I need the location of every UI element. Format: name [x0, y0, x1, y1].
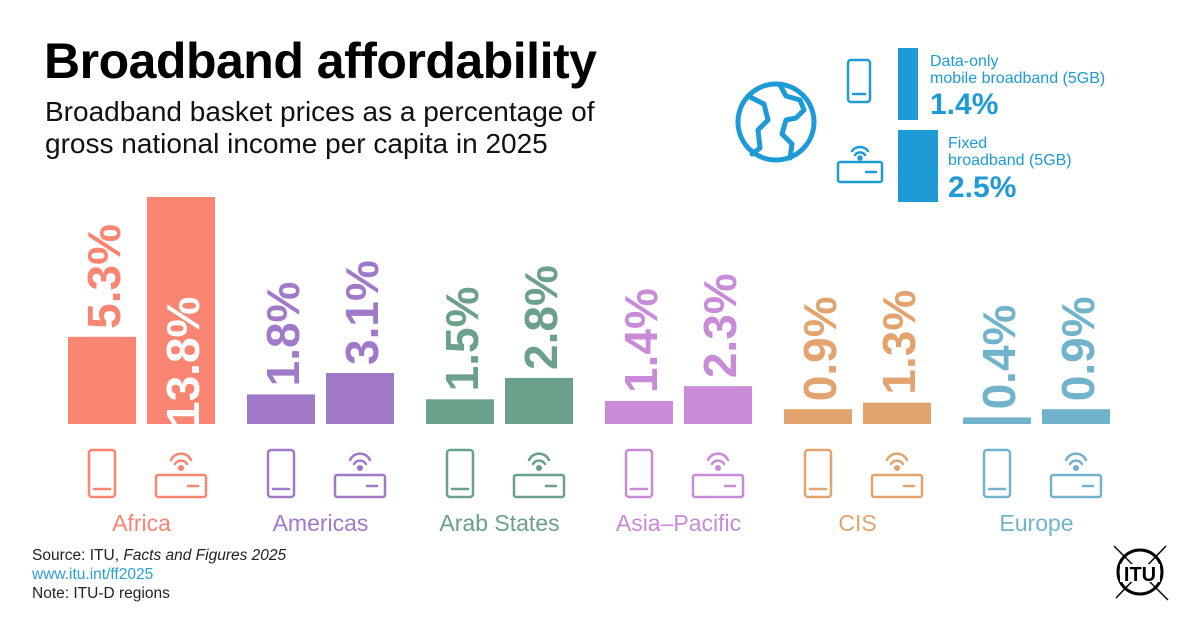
bar-cis-fixed	[863, 402, 931, 424]
value-label-cis-mobile: 0.9%	[794, 296, 846, 401]
router-icon	[1049, 452, 1103, 499]
phone-icon	[266, 448, 296, 499]
region-label-africa: Africa	[112, 510, 171, 536]
bar-americas-fixed	[326, 373, 394, 424]
source-note: Source: ITU, Facts and Figures 2025 www.…	[32, 546, 286, 603]
phone-icon	[803, 448, 833, 499]
value-label-africa-fixed: 13.8%	[157, 297, 209, 427]
region-label-cis: CIS	[838, 510, 877, 536]
value-label-cis-fixed: 1.3%	[873, 290, 925, 395]
router-icon	[512, 452, 566, 499]
router-icon	[154, 452, 208, 499]
router-icon	[333, 452, 387, 499]
phone-icon	[624, 448, 654, 499]
bar-africa-fixed	[147, 197, 215, 424]
bar-cis-mobile	[784, 409, 852, 424]
region-label-arab-states: Arab States	[439, 510, 560, 536]
region-label-americas: Americas	[272, 510, 369, 536]
phone-icon	[982, 448, 1012, 499]
router-icon	[691, 452, 745, 499]
source-url-link[interactable]: www.itu.int/ff2025	[32, 566, 154, 583]
value-label-americas-fixed: 3.1%	[336, 260, 388, 365]
value-label-arab-states-fixed: 2.8%	[515, 265, 567, 370]
chart-title: Broadband affordability	[44, 33, 597, 89]
region-note: Note: ITU-D regions	[32, 585, 170, 602]
source-publication: Facts and Figures 2025	[123, 547, 287, 564]
bar-americas-mobile	[247, 394, 315, 424]
value-label-americas-mobile: 1.8%	[257, 282, 309, 387]
bar-asia-pacific-fixed	[684, 386, 752, 424]
region-label-asia-pacific: Asia–Pacific	[615, 510, 742, 536]
bar-africa-mobile	[68, 336, 136, 424]
value-label-europe-fixed: 0.9%	[1052, 296, 1104, 401]
value-label-europe-mobile: 0.4%	[973, 305, 1025, 410]
bar-arab-states-fixed	[505, 377, 573, 424]
bar-arab-states-mobile	[426, 399, 494, 424]
source-prefix: Source: ITU,	[32, 547, 124, 564]
value-label-arab-states-mobile: 1.5%	[436, 286, 488, 391]
itu-logo: ITU	[1113, 545, 1169, 601]
subtitle-line-1: Broadband basket prices as a percentage …	[45, 96, 595, 127]
itu-logo-text: ITU	[1124, 564, 1156, 586]
subtitle-line-2: gross national income per capita in 2025	[45, 128, 548, 159]
chart-subtitle: Broadband basket prices as a percentage …	[45, 96, 685, 160]
router-icon	[870, 452, 924, 499]
value-label-asia-pacific-mobile: 1.4%	[615, 288, 667, 393]
phone-icon	[445, 448, 475, 499]
region-label-europe: Europe	[999, 510, 1074, 536]
bar-europe-fixed	[1042, 409, 1110, 424]
bar-europe-mobile	[963, 417, 1031, 424]
value-label-asia-pacific-fixed: 2.3%	[694, 273, 746, 378]
value-label-africa-mobile: 5.3%	[78, 224, 130, 329]
bar-asia-pacific-mobile	[605, 400, 673, 424]
source-line: Source: ITU, Facts and Figures 2025	[32, 546, 286, 565]
phone-icon	[87, 448, 117, 499]
